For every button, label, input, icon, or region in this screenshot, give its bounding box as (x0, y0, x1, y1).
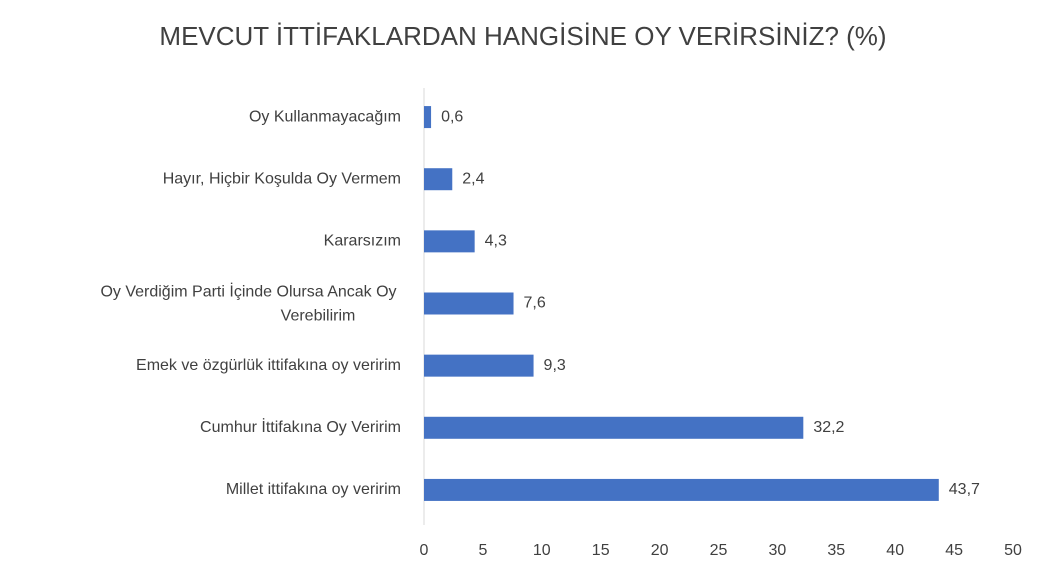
y-tick-label: Cumhur İttifakına Oy Veririm (200, 417, 401, 436)
bar (424, 168, 453, 191)
x-tick-label: 30 (769, 542, 787, 559)
y-tick-label: Oy Verdiğim Parti İçinde Olursa Ancak Oy… (100, 282, 401, 325)
data-label: 4,3 (485, 233, 507, 250)
x-tick-label: 0 (420, 542, 429, 559)
data-label: 2,4 (462, 170, 484, 187)
bar (424, 292, 514, 315)
x-tick-label: 35 (827, 542, 845, 559)
chart-title: MEVCUT İTTİFAKLARDAN HANGİSİNE OY VERİRS… (159, 21, 886, 51)
bar (424, 416, 804, 439)
bar (424, 106, 432, 129)
y-tick-label: Hayır, Hiçbir Koşulda Oy Vermem (163, 170, 401, 187)
x-tick-label: 50 (1004, 542, 1022, 559)
x-tick-label: 5 (478, 542, 487, 559)
data-label: 7,6 (524, 295, 546, 312)
data-label: 32,2 (813, 419, 844, 436)
x-tick-label: 10 (533, 542, 551, 559)
y-tick-label: Millet ittifakına oy veririm (226, 481, 401, 498)
x-tick-label: 45 (945, 542, 963, 559)
data-label: 9,3 (544, 357, 566, 374)
data-label: 43,7 (949, 481, 980, 498)
y-tick-label: Emek ve özgürlük ittifakına oy veririm (136, 357, 401, 374)
x-tick-label: 20 (651, 542, 669, 559)
y-tick-label: Kararsızım (324, 233, 401, 250)
x-tick-label: 25 (710, 542, 728, 559)
bar (424, 354, 534, 377)
data-label: 0,6 (441, 108, 463, 125)
bar (424, 478, 939, 501)
x-tick-label: 40 (886, 542, 904, 559)
y-tick-label: Oy Kullanmayacağım (249, 108, 401, 125)
bar (424, 230, 475, 253)
x-tick-label: 15 (592, 542, 610, 559)
